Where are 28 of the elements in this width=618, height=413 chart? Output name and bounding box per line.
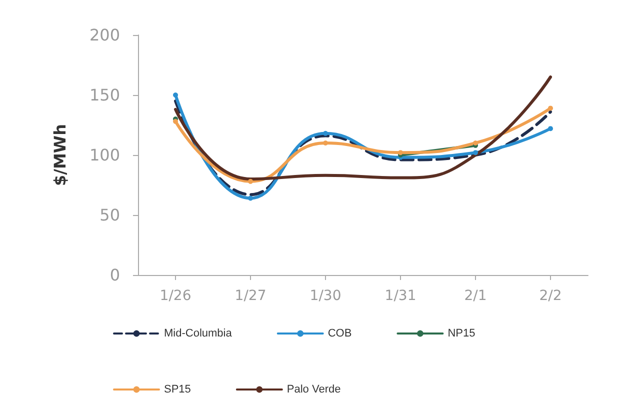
point	[173, 118, 178, 124]
y-tick-label: 200	[89, 26, 120, 44]
x-tick-label: 1/31	[384, 288, 416, 304]
point	[248, 196, 253, 201]
y-tick-label: 100	[89, 146, 120, 164]
x-tick-label: 2/2	[539, 288, 562, 304]
point	[473, 150, 478, 156]
point	[323, 130, 328, 136]
point	[323, 140, 328, 146]
point	[473, 140, 478, 146]
x-tick-label: 1/30	[310, 288, 342, 304]
x-tick-label: 2/1	[464, 288, 487, 304]
point	[173, 92, 178, 98]
legend-label: Mid-Columbia	[164, 328, 233, 340]
x-tick-label: 1/26	[160, 288, 192, 304]
legend-label: SP15	[164, 384, 191, 396]
y-axis-title: $/MWh	[50, 124, 70, 186]
y-tick-label: 50	[100, 206, 120, 224]
legend-label: NP15	[448, 328, 476, 340]
point	[548, 106, 553, 111]
y-tick-label: 150	[89, 86, 120, 104]
y-tick-label: 0	[110, 266, 120, 284]
legend-label: Palo Verde	[286, 384, 341, 396]
point	[398, 150, 403, 156]
x-tick-label: 1/27	[234, 288, 266, 304]
point	[548, 126, 553, 132]
point	[248, 178, 253, 184]
legend-label: COB	[328, 328, 352, 340]
